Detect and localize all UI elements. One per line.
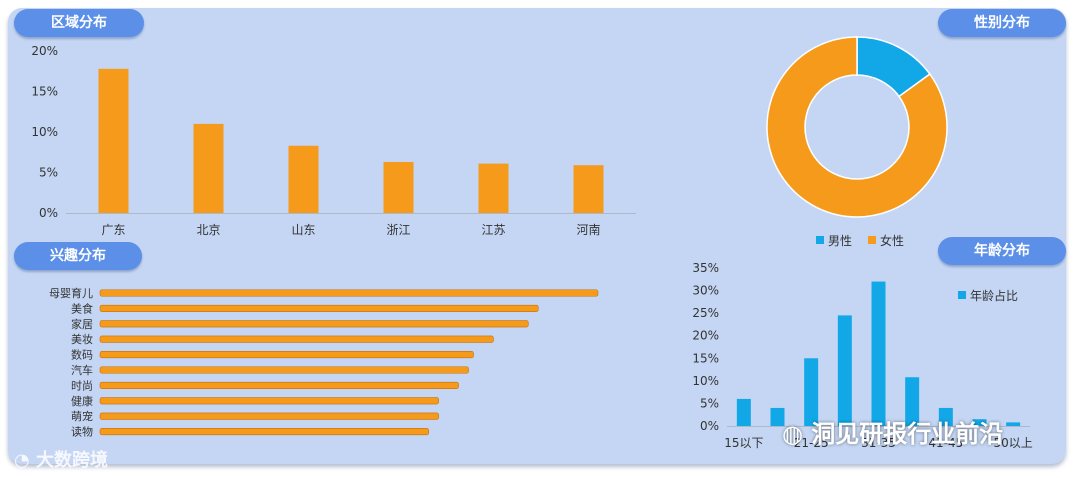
age-bar: [736, 398, 751, 426]
region-bar: [288, 145, 319, 213]
region-bar-chart: 0% 5% 10% 15% 20% 广东 北京 山东 浙江 江苏 河南: [31, 44, 636, 237]
section-title-region: 区域分布: [14, 9, 144, 37]
region-x-label: 北京: [196, 223, 220, 237]
age-bar: [1006, 422, 1021, 426]
age-x-label: 41-45: [928, 436, 963, 450]
watermark-left-text: 大数跨境: [35, 450, 108, 471]
age-legend-swatch: [958, 291, 966, 299]
interest-bar: [99, 304, 539, 312]
watermark-right-text: 洞见研报行业前沿: [811, 420, 1004, 448]
age-y-tick: 25%: [692, 306, 719, 320]
interest-bar: [99, 320, 529, 328]
age-bar: [972, 419, 987, 426]
interest-bar: [99, 397, 439, 405]
interest-bar: [99, 412, 439, 420]
region-y-tick: 20%: [31, 44, 58, 58]
gender-donut-chart: 男性 女性: [766, 36, 948, 248]
interest-bar: [99, 351, 474, 359]
section-title-gender: 性别分布: [938, 9, 1066, 37]
region-x-label: 山东: [291, 223, 315, 237]
watermark-right: ◍ 洞见研报行业前沿: [782, 414, 1003, 449]
wechat-icon: ◍: [782, 420, 812, 448]
age-bar: [871, 281, 886, 426]
gender-legend-swatch: [868, 236, 876, 244]
interest-y-label: 母婴育儿: [49, 286, 93, 300]
interest-y-label: 数码: [71, 349, 93, 362]
age-y-tick: 15%: [692, 351, 719, 365]
region-y-tick: 0%: [39, 206, 58, 220]
interest-bar: [99, 366, 469, 374]
interest-bar: [99, 335, 494, 343]
interest-y-label: 家居: [71, 317, 93, 331]
gender-legend-label: 男性: [828, 234, 852, 248]
age-y-tick: 20%: [692, 329, 719, 343]
gender-slice: [766, 36, 948, 218]
interest-y-label: 汽车: [71, 363, 93, 377]
age-bar: [804, 358, 819, 426]
interest-bar: [99, 381, 459, 389]
region-x-label: 广东: [101, 223, 125, 237]
gender-legend-label: 女性: [880, 233, 904, 248]
age-y-tick: 0%: [700, 419, 719, 433]
interest-y-label: 健康: [71, 394, 93, 408]
age-bar: [837, 315, 852, 426]
region-y-tick: 15%: [31, 85, 58, 99]
interest-y-label: 时尚: [71, 378, 93, 392]
region-x-label: 江苏: [481, 223, 505, 237]
age-bar-chart: 0% 5% 10% 15% 20% 25% 30% 35% 15以下 21-25 31-35 41-4…: [692, 261, 1033, 450]
interest-bar: [99, 428, 429, 436]
interest-y-label: 美食: [71, 301, 93, 315]
section-title-interest: 兴趣分布: [14, 242, 142, 270]
age-legend-label: 年龄占比: [970, 288, 1018, 303]
age-y-tick: 30%: [692, 284, 719, 298]
region-y-tick: 5%: [39, 166, 58, 180]
watermark-left: ◔ 大数跨境: [14, 446, 108, 472]
region-x-label: 河南: [576, 222, 600, 237]
region-bar: [383, 161, 414, 213]
age-bar: [905, 377, 920, 426]
region-bar: [98, 68, 129, 213]
region-bar: [478, 163, 509, 213]
age-bar: [938, 407, 953, 426]
age-x-label: 31-35: [861, 436, 896, 450]
age-x-label: 21-25: [794, 436, 829, 450]
age-y-tick: 5%: [700, 396, 719, 410]
age-bar: [770, 407, 785, 426]
age-x-label: 15以下: [724, 436, 763, 450]
age-y-tick: 10%: [692, 374, 719, 388]
interest-y-label: 萌宠: [71, 409, 93, 423]
age-x-label: 50以上: [994, 436, 1033, 450]
interest-y-label: 读物: [71, 425, 93, 439]
interest-bar: [99, 289, 599, 297]
watermark-logo-icon: ◔: [14, 450, 36, 471]
interest-y-label: 美妆: [71, 333, 93, 346]
region-x-label: 浙江: [386, 223, 410, 237]
region-bar: [193, 123, 224, 213]
region-y-tick: 10%: [31, 125, 58, 139]
section-title-age: 年龄分布: [938, 237, 1066, 265]
gender-legend-swatch: [816, 236, 824, 244]
region-bar: [573, 165, 604, 213]
age-y-tick: 35%: [692, 261, 719, 275]
